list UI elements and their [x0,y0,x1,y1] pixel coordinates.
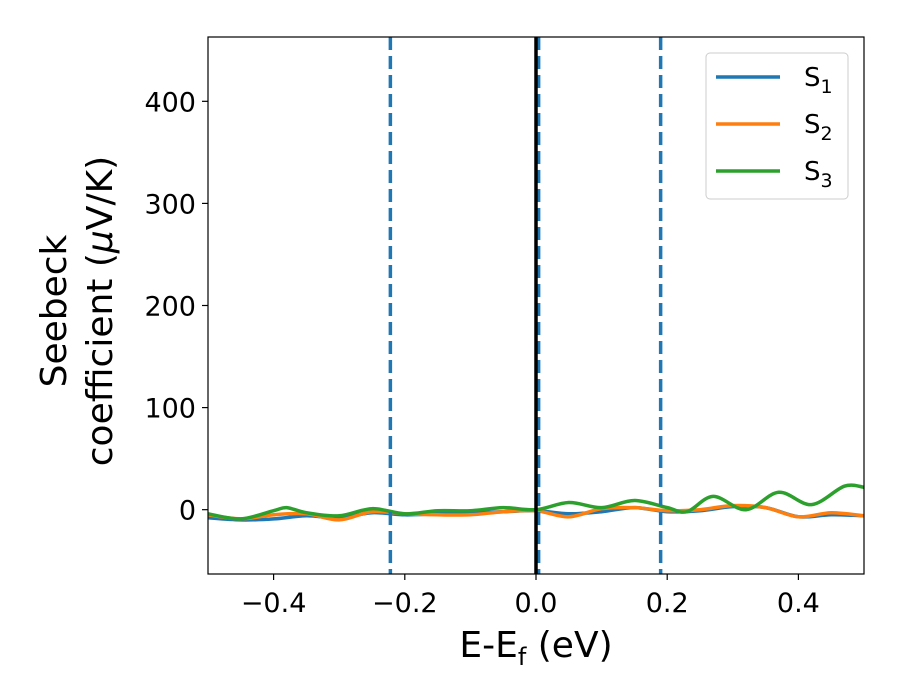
y-axis-label: Seebeck coefficient (μV/K) [34,156,121,466]
plot-content [208,37,864,574]
legend-label-s2: S2 [804,110,833,145]
legend-label-s1: S1 [804,63,833,98]
y-tick-label: 400 [144,87,196,118]
y-axis-label-line1: Seebeck [34,234,75,387]
plot-area [208,37,864,574]
legend-label-s3: S3 [804,157,833,192]
x-tick-label: 0.0 [515,588,558,619]
y-tick-label: 300 [144,189,196,220]
y-axis-label-line2: coefficient (μV/K) [80,156,121,466]
legend-box [705,52,849,200]
axis-labels: E-Ef (eV) Seebeck coefficient (μV/K) [34,156,613,671]
x-tick-label: −0.2 [372,588,438,619]
x-tick-label: −0.4 [241,588,307,619]
x-tick-label: 0.4 [777,588,820,619]
y-tick-label: 100 [144,394,196,425]
legend: S1 S2 S3 [705,52,849,200]
x-axis-label: E-Ef (eV) [459,625,612,671]
y-tick-label: 0 [179,496,196,527]
y-tick-label: 200 [144,292,196,323]
x-tick-label: 0.2 [646,588,689,619]
axes: −0.4 −0.2 0.0 0.2 0.4 0 100 200 300 400 [144,36,865,619]
